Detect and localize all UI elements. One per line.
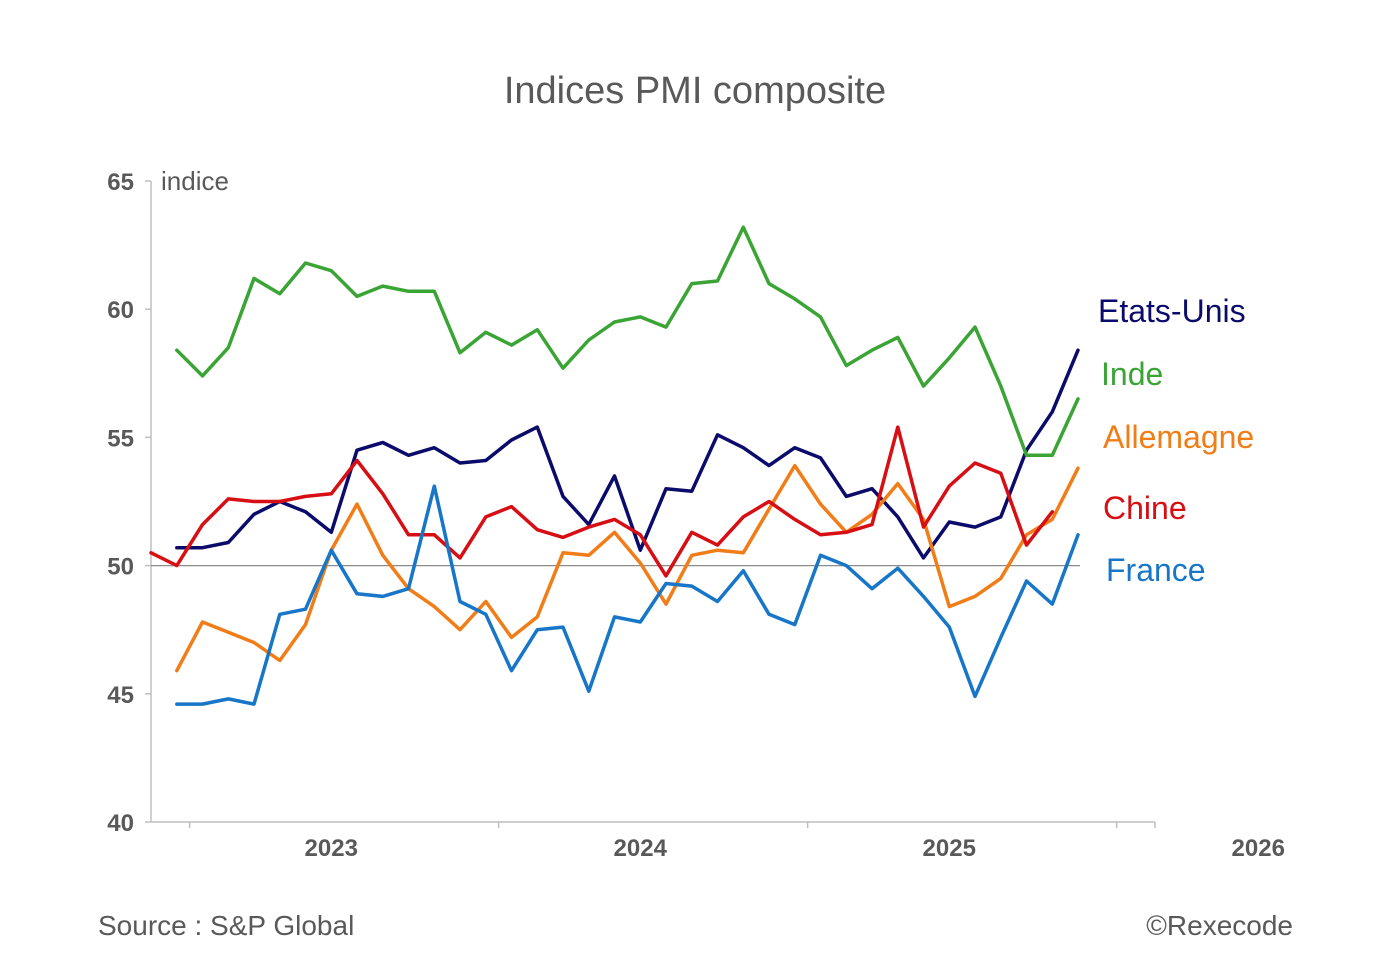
y-tick-label: 55 (107, 425, 134, 452)
series-line-france (175, 484, 1080, 706)
series-lines (149, 225, 1080, 706)
y-tick-label: 65 (107, 169, 134, 196)
y-tick-label: 40 (107, 810, 134, 837)
series-line-chine (149, 425, 1055, 578)
legend-entry-allemagne: Allemagne (1103, 419, 1254, 455)
x-tick-label: 2026 (1232, 835, 1285, 862)
axes: 40 45 50 55 60 65 2023 2024 2025 2026 (107, 169, 1285, 862)
chart-title: Indices PMI composite (503, 70, 887, 112)
legend-entry-france: France (1106, 552, 1206, 588)
x-tick-label: 2024 (614, 835, 668, 862)
source-note: Source : S&P Global (98, 910, 355, 941)
legend-entry-inde: Inde (1101, 356, 1163, 392)
series-line-inde (175, 225, 1080, 458)
legend: Etats-Unis Inde Allemagne Chine France (1098, 293, 1254, 588)
x-tick-label: 2025 (923, 835, 976, 862)
y-tick-label: 50 (107, 554, 134, 581)
y-tick-label: 45 (107, 682, 134, 709)
y-tick-label: 60 (107, 297, 134, 324)
series-line-etats-unis (175, 348, 1080, 560)
x-tick-label: 2023 (305, 835, 358, 862)
legend-entry-chine: Chine (1103, 490, 1187, 526)
legend-entry-etats-unis: Etats-Unis (1098, 293, 1246, 329)
copyright-note: ©Rexecode (1146, 910, 1293, 941)
y-axis-unit-label: indice (161, 166, 229, 196)
